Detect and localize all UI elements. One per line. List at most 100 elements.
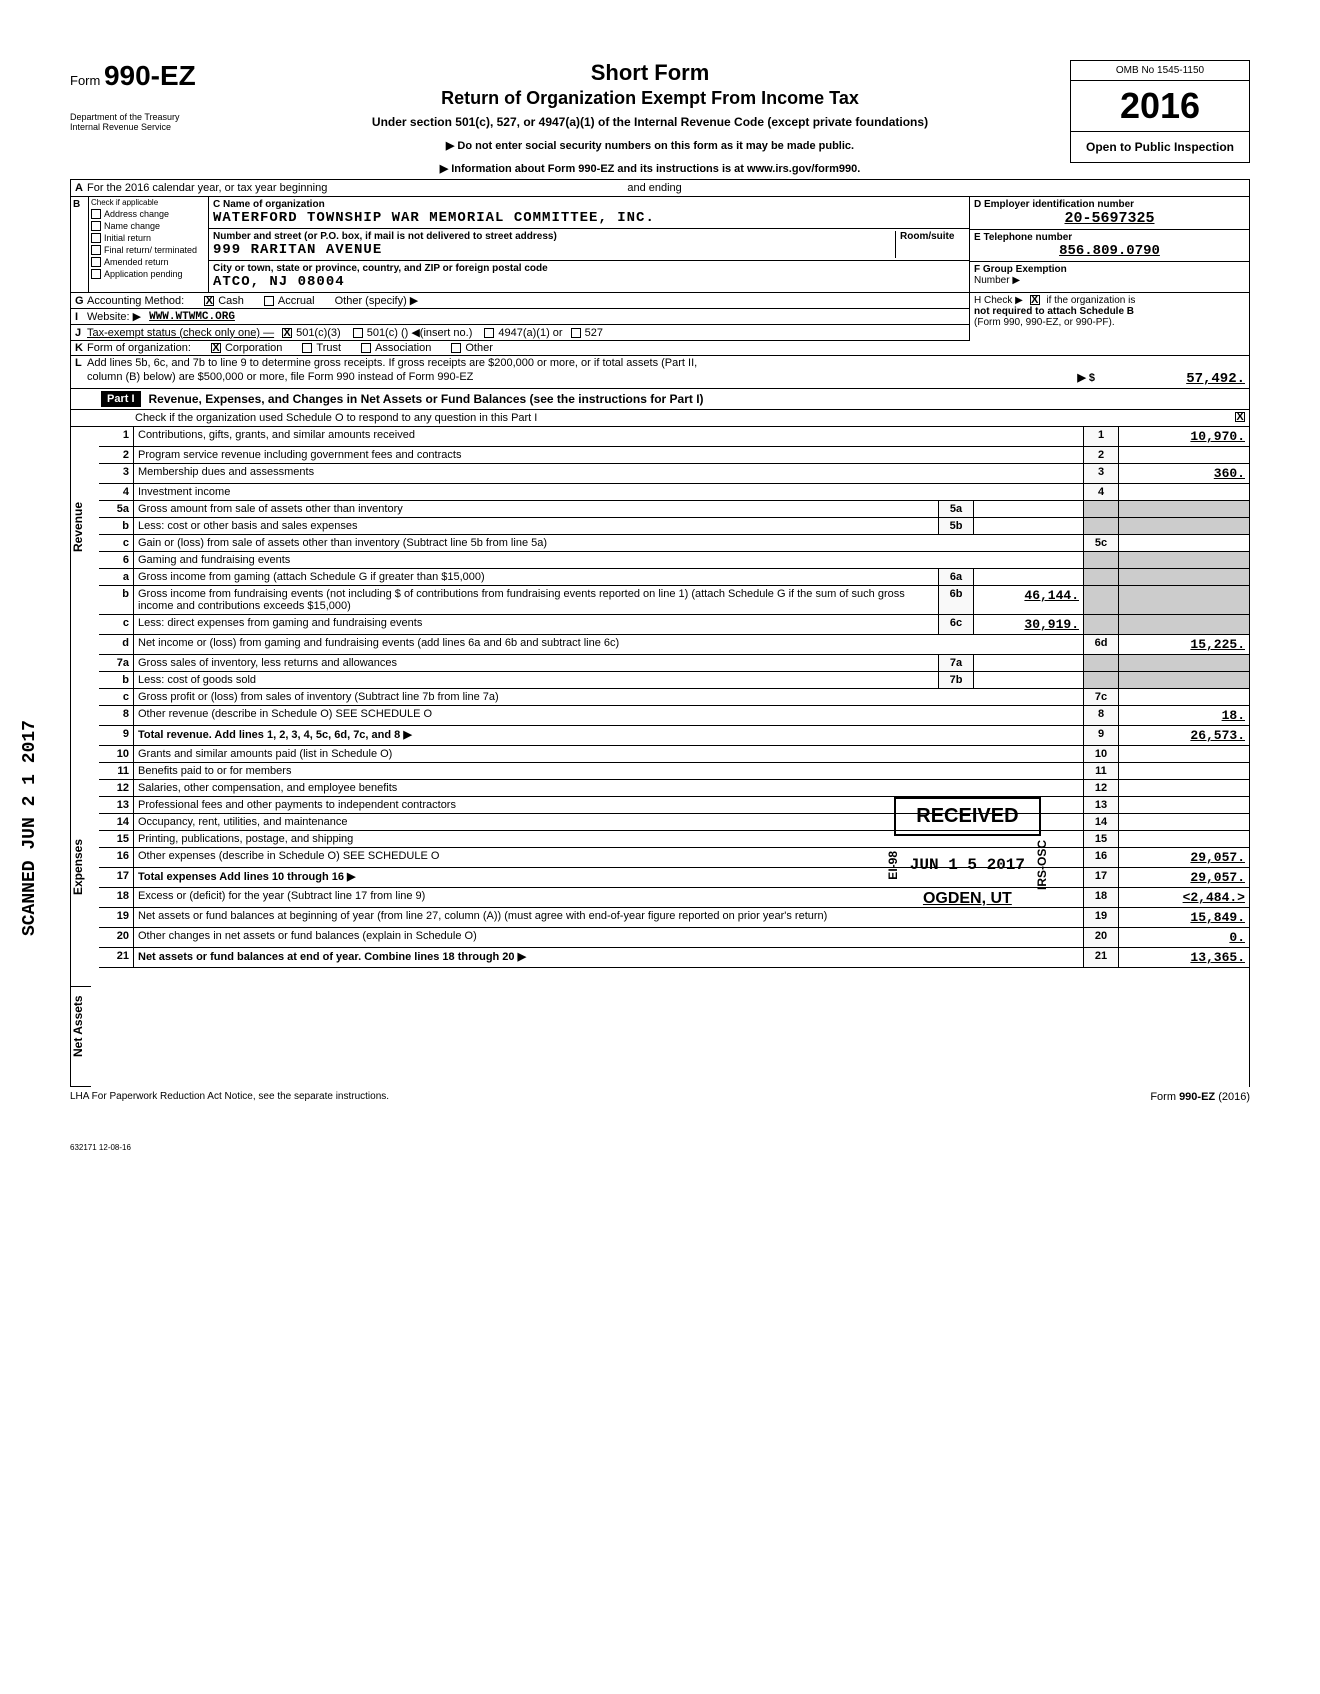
cb-trust[interactable] <box>302 343 312 353</box>
table-row: 6Gaming and fundraising events <box>99 552 1249 569</box>
cb-initial-return[interactable]: Initial return <box>89 232 208 244</box>
line-l-text2: column (B) below) are $500,000 or more, … <box>87 371 1077 387</box>
warn1: ▶ Do not enter social security numbers o… <box>240 139 1060 152</box>
org-name-label: C Name of organization <box>213 199 965 210</box>
cb-accrual[interactable] <box>264 296 274 306</box>
table-row: 3Membership dues and assessments3360. <box>99 464 1249 484</box>
side-netassets: Net Assets <box>71 987 91 1087</box>
h-text: if the organization is <box>1046 295 1135 306</box>
table-row: 5aGross amount from sale of assets other… <box>99 501 1249 518</box>
received-stamp: RECEIVED <box>894 797 1040 836</box>
cb-4947[interactable] <box>484 328 494 338</box>
527-label: 527 <box>585 327 603 339</box>
cb-final-return[interactable]: Final return/ terminated <box>89 244 208 256</box>
form-header: Form 990-EZ Department of the Treasury I… <box>70 60 1250 175</box>
table-row: 14Occupancy, rent, utilities, and mainte… <box>99 814 1249 831</box>
side-revenue: Revenue <box>71 427 91 807</box>
table-row: cLess: direct expenses from gaming and f… <box>99 615 1249 635</box>
number-label: Number ▶ <box>974 275 1245 286</box>
ein-label: D Employer identification number <box>974 199 1245 210</box>
org-address: 999 RARITAN AVENUE <box>213 242 895 258</box>
table-row: 4Investment income4 <box>99 484 1249 501</box>
cb-application-pending[interactable]: Application pending <box>89 268 208 280</box>
scanned-stamp: SCANNED JUN 2 1 2017 <box>20 720 40 936</box>
room-label: Room/suite <box>900 231 965 242</box>
cb-501c3[interactable] <box>282 328 292 338</box>
table-row: 1Contributions, gifts, grants, and simil… <box>99 427 1249 447</box>
cb-corp[interactable] <box>211 343 221 353</box>
501c-label: 501(c) ( <box>367 327 405 339</box>
warn2: ▶ Information about Form 990-EZ and its … <box>240 162 1060 175</box>
org-name: WATERFORD TOWNSHIP WAR MEMORIAL COMMITTE… <box>213 210 965 226</box>
part1-check-text: Check if the organization used Schedule … <box>135 412 1235 424</box>
line-b-label: B <box>71 197 89 292</box>
table-row: 9Total revenue. Add lines 1, 2, 3, 4, 5c… <box>99 726 1249 746</box>
part1-title: Revenue, Expenses, and Changes in Net As… <box>149 392 704 406</box>
table-row: 18Excess or (deficit) for the year (Subt… <box>99 888 1249 908</box>
table-row: bGross income from fundraising events (n… <box>99 586 1249 615</box>
and-ending: and ending <box>627 182 681 194</box>
other-specify: Other (specify) ▶ <box>335 294 419 307</box>
form-prefix: Form <box>70 73 100 88</box>
cb-address-change[interactable]: Address change <box>89 208 208 220</box>
table-row: 7aGross sales of inventory, less returns… <box>99 655 1249 672</box>
subtitle: Return of Organization Exempt From Incom… <box>240 88 1060 109</box>
trust-label: Trust <box>316 342 341 354</box>
line-j-label: J <box>75 327 87 339</box>
cb-amended-return[interactable]: Amended return <box>89 256 208 268</box>
ein: 20-5697325 <box>974 210 1245 227</box>
dept1: Department of the Treasury <box>70 112 230 122</box>
cb-other-org[interactable] <box>451 343 461 353</box>
check-if-applicable: Check if applicable <box>89 197 208 208</box>
calendar-year: For the 2016 calendar year, or tax year … <box>87 182 327 194</box>
tel-label: E Telephone number <box>974 232 1245 243</box>
h-check-label: H Check ▶ <box>974 295 1023 306</box>
under: Under section 501(c), 527, or 4947(a)(1)… <box>240 115 1060 129</box>
form-of-org: Form of organization: <box>87 342 191 354</box>
table-row: bLess: cost or other basis and sales exp… <box>99 518 1249 535</box>
corp-label: Corporation <box>225 342 282 354</box>
addr-label: Number and street (or P.O. box, if mail … <box>213 231 895 242</box>
501c3-label: 501(c)(3) <box>296 327 341 339</box>
part1-label: Part I <box>101 391 141 407</box>
other-label: Other <box>465 342 493 354</box>
org-city: ATCO, NJ 08004 <box>213 274 965 290</box>
table-row: 2Program service revenue including gover… <box>99 447 1249 464</box>
tel: 856.809.0790 <box>974 243 1245 259</box>
table-row: aGross income from gaming (attach Schedu… <box>99 569 1249 586</box>
website-label: Website: ▶ <box>87 310 141 323</box>
table-row: 17Total expenses Add lines 10 through 16… <box>99 868 1249 888</box>
cb-501c[interactable] <box>353 328 363 338</box>
received-date: JUN 1 5 2017 <box>910 856 1025 874</box>
table-row: cGross profit or (loss) from sales of in… <box>99 689 1249 706</box>
cb-assoc[interactable] <box>361 343 371 353</box>
lha-notice: LHA For Paperwork Reduction Act Notice, … <box>70 1091 389 1103</box>
ei98: EI-98 <box>886 851 900 880</box>
city-label: City or town, state or province, country… <box>213 263 965 274</box>
table-row: 11Benefits paid to or for members11 <box>99 763 1249 780</box>
cb-527[interactable] <box>571 328 581 338</box>
form-number: 990-EZ <box>104 60 196 91</box>
line-k-label: K <box>75 342 87 354</box>
insert-no: ) ◀(insert no.) <box>405 326 473 339</box>
cb-schedule-o[interactable] <box>1235 412 1245 422</box>
cb-name-change[interactable]: Name change <box>89 220 208 232</box>
omb: OMB No 1545-1150 <box>1071 61 1249 81</box>
tax-exempt-label: Tax-exempt status (check only one) — <box>87 327 274 339</box>
open-inspection: Open to Public Inspection <box>1071 132 1249 162</box>
line-a-label: A <box>75 182 87 194</box>
cb-h-check[interactable] <box>1030 295 1040 305</box>
cb-cash[interactable] <box>204 296 214 306</box>
table-row: cGain or (loss) from sale of assets othe… <box>99 535 1249 552</box>
assoc-label: Association <box>375 342 431 354</box>
line-i-label: I <box>75 311 87 323</box>
table-row: 8Other revenue (describe in Schedule O) … <box>99 706 1249 726</box>
table-row: dNet income or (loss) from gaming and fu… <box>99 635 1249 655</box>
footer-code: 632171 12-08-16 <box>70 1143 1250 1152</box>
group-label: F Group Exemption <box>974 264 1245 275</box>
h-text3: (Form 990, 990-EZ, or 990-PF). <box>974 317 1115 328</box>
h-text2: not required to attach Schedule B <box>974 306 1134 317</box>
cash-label: Cash <box>218 295 244 307</box>
table-row: 20Other changes in net assets or fund ba… <box>99 928 1249 948</box>
table-row: 10Grants and similar amounts paid (list … <box>99 746 1249 763</box>
